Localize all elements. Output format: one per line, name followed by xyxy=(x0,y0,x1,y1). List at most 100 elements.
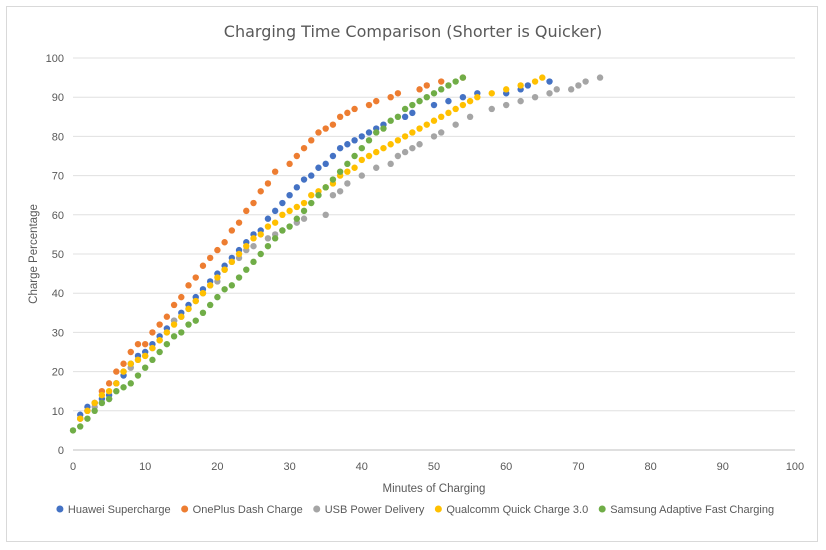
data-point xyxy=(423,82,430,89)
data-point xyxy=(416,141,423,148)
data-point xyxy=(438,129,445,136)
data-point xyxy=(351,137,358,144)
chart-title: Charging Time Comparison (Shorter is Qui… xyxy=(224,22,602,41)
data-point xyxy=(567,86,575,93)
y-tick-label: 70 xyxy=(52,171,64,183)
data-point xyxy=(373,148,380,156)
data-point xyxy=(474,94,481,101)
data-point xyxy=(315,192,322,199)
data-point xyxy=(113,380,120,387)
data-point xyxy=(358,133,365,140)
data-point xyxy=(206,282,214,289)
data-point xyxy=(575,82,582,89)
data-point xyxy=(365,137,373,144)
data-point xyxy=(170,333,178,340)
legend-marker xyxy=(313,505,321,513)
data-point xyxy=(293,184,301,191)
y-tick-label: 80 xyxy=(52,131,64,143)
data-point xyxy=(423,94,430,101)
data-point xyxy=(365,129,373,136)
series-2 xyxy=(77,74,604,422)
data-point xyxy=(257,231,264,238)
data-point xyxy=(308,199,315,207)
data-point xyxy=(401,105,409,113)
legend-item: OnePlus Dash Charge xyxy=(181,504,303,516)
legend-label: OnePlus Dash Charge xyxy=(193,504,303,516)
data-points xyxy=(69,74,604,434)
data-point xyxy=(228,282,236,289)
legend-label: Samsung Adaptive Fast Charging xyxy=(610,504,774,516)
data-point xyxy=(163,313,171,320)
legend-marker xyxy=(56,505,64,513)
data-point xyxy=(134,356,142,364)
data-point xyxy=(120,360,127,367)
data-point xyxy=(503,101,510,109)
data-point xyxy=(344,141,351,148)
data-point xyxy=(243,207,250,215)
data-point xyxy=(185,321,192,328)
data-point xyxy=(228,258,236,266)
data-point xyxy=(149,344,156,352)
data-point xyxy=(235,274,243,281)
data-point xyxy=(149,356,156,364)
data-point xyxy=(300,215,308,222)
data-point xyxy=(445,109,452,117)
data-point xyxy=(430,117,438,124)
data-point xyxy=(192,274,199,281)
data-point xyxy=(596,74,604,81)
data-point xyxy=(206,301,214,309)
x-tick-label: 50 xyxy=(428,461,440,473)
data-point xyxy=(271,235,279,242)
data-point xyxy=(91,399,98,407)
data-point xyxy=(120,368,127,375)
data-point xyxy=(358,144,365,152)
data-point xyxy=(77,423,84,430)
chart-frame xyxy=(6,6,818,542)
data-point xyxy=(459,101,467,109)
data-point xyxy=(127,360,134,367)
data-point xyxy=(156,321,163,328)
y-tick-label: 20 xyxy=(52,367,64,379)
data-point xyxy=(105,395,113,403)
data-point xyxy=(452,105,459,113)
data-point xyxy=(329,121,337,128)
data-point xyxy=(105,388,113,395)
data-point xyxy=(315,164,322,171)
data-point xyxy=(430,133,438,140)
data-point xyxy=(214,246,221,254)
data-point xyxy=(387,160,394,168)
data-point xyxy=(358,156,365,164)
data-point xyxy=(459,94,467,101)
data-point xyxy=(250,258,257,266)
data-point xyxy=(394,90,402,97)
data-point xyxy=(257,250,264,258)
legend-marker xyxy=(598,505,606,513)
x-tick-label: 40 xyxy=(356,461,368,473)
data-point xyxy=(430,101,438,109)
x-tick-label: 90 xyxy=(717,461,729,473)
data-point xyxy=(488,90,495,97)
data-point xyxy=(524,82,532,89)
data-point xyxy=(91,407,98,414)
data-point xyxy=(409,144,416,152)
data-point xyxy=(438,78,445,85)
legend-item: Qualcomm Quick Charge 3.0 xyxy=(434,504,588,516)
data-point xyxy=(293,215,301,222)
series-4 xyxy=(69,74,467,434)
data-point xyxy=(156,337,163,344)
data-point xyxy=(142,340,149,348)
data-point xyxy=(178,329,185,336)
data-point xyxy=(214,293,221,301)
data-point xyxy=(329,152,337,160)
legend-item: Huawei Supercharge xyxy=(56,504,171,516)
data-point xyxy=(336,168,344,175)
data-point xyxy=(438,113,445,121)
data-point xyxy=(293,203,301,211)
data-point xyxy=(387,141,394,148)
data-point xyxy=(466,113,474,121)
data-point xyxy=(264,215,272,222)
data-point xyxy=(264,180,272,187)
data-point xyxy=(401,133,409,140)
data-point xyxy=(271,207,279,215)
data-point xyxy=(488,105,495,113)
